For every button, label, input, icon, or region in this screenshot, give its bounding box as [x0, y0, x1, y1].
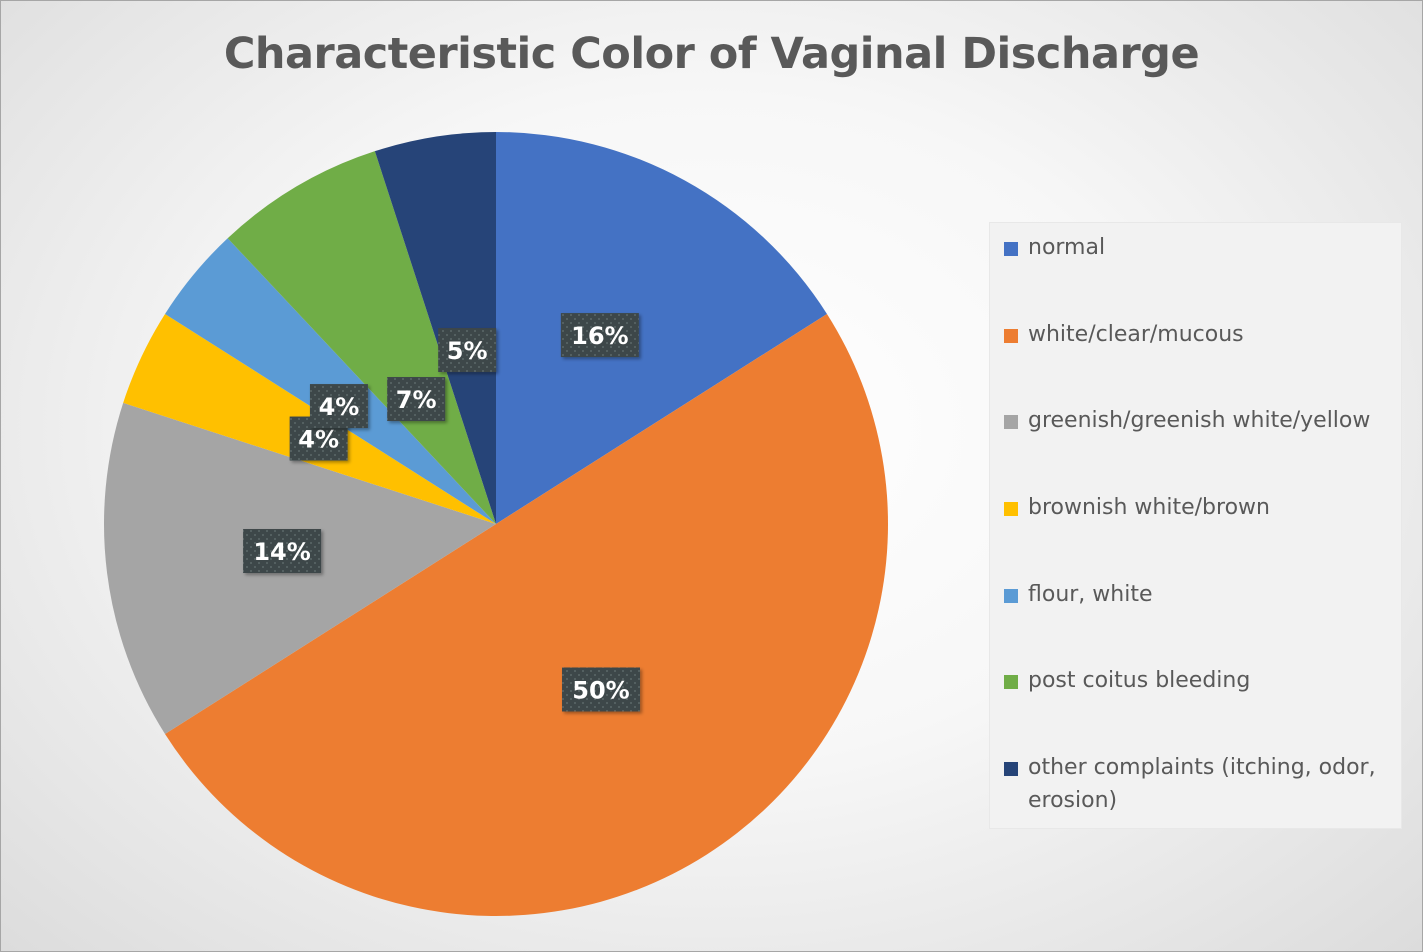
data-labels: 16% 50% 14% 4% 4% 7% 5%: [243, 313, 641, 712]
pie-slices: [104, 132, 889, 917]
data-label-box: [243, 529, 322, 574]
pie-slice-6: [227, 151, 496, 524]
data-label-text: 7%: [396, 386, 437, 414]
legend-label: white/clear/mucous: [1028, 322, 1244, 347]
legend-item: flour, white: [1004, 578, 1396, 611]
data-label-box: [309, 384, 368, 429]
legend-swatch: [1004, 329, 1018, 343]
pie-slice-1: [496, 132, 827, 524]
data-label-box: [562, 667, 641, 712]
legend-label: normal: [1028, 235, 1106, 260]
data-label-text: 14%: [253, 538, 310, 566]
legend-item: other complaints (itching, odor, erosion…: [1004, 751, 1396, 817]
data-label-text: 4%: [298, 426, 339, 454]
legend-swatch: [1004, 762, 1018, 776]
data-label-text: 4%: [319, 393, 360, 421]
data-label-box: [560, 313, 639, 358]
legend-label: flour, white: [1028, 582, 1153, 607]
data-label-box: [387, 377, 446, 422]
legend-item: brownish white/brown: [1004, 491, 1396, 524]
pie-slice-5: [165, 238, 497, 524]
data-label-7: 5%: [438, 328, 497, 373]
legend-swatch: [1004, 502, 1018, 516]
legend-swatch: [1004, 589, 1018, 603]
pie-slice-2: [165, 313, 889, 917]
chart-title: Characteristic Color of Vaginal Discharg…: [223, 29, 1200, 79]
data-label-text: 16%: [571, 322, 628, 350]
data-label-text: 50%: [572, 676, 629, 704]
legend-label: greenish/greenish white/yellow: [1028, 408, 1371, 433]
data-label-2: 50%: [562, 667, 641, 712]
legend-item: post coitus bleeding: [1004, 664, 1396, 697]
legend-label: other complaints (itching, odor, erosion…: [1028, 755, 1376, 813]
legend: normal white/clear/mucous greenish/greenis…: [989, 222, 1402, 829]
data-label-3: 14%: [243, 529, 322, 574]
data-label-box: [438, 328, 497, 373]
legend-swatch: [1004, 415, 1018, 429]
legend-label: post coitus bleeding: [1028, 668, 1251, 693]
legend-swatch: [1004, 242, 1018, 256]
pie-slice-7: [374, 132, 496, 524]
legend-item: white/clear/mucous: [1004, 318, 1396, 351]
data-label-6: 7%: [387, 377, 446, 422]
legend-item: greenish/greenish white/yellow: [1004, 404, 1396, 437]
legend-label: brownish white/brown: [1028, 495, 1270, 520]
data-label-5: 4%: [309, 384, 368, 429]
legend-swatch: [1004, 675, 1018, 689]
data-label-text: 5%: [447, 337, 488, 365]
legend-item: normal: [1004, 231, 1396, 264]
data-label-1: 16%: [560, 313, 639, 358]
